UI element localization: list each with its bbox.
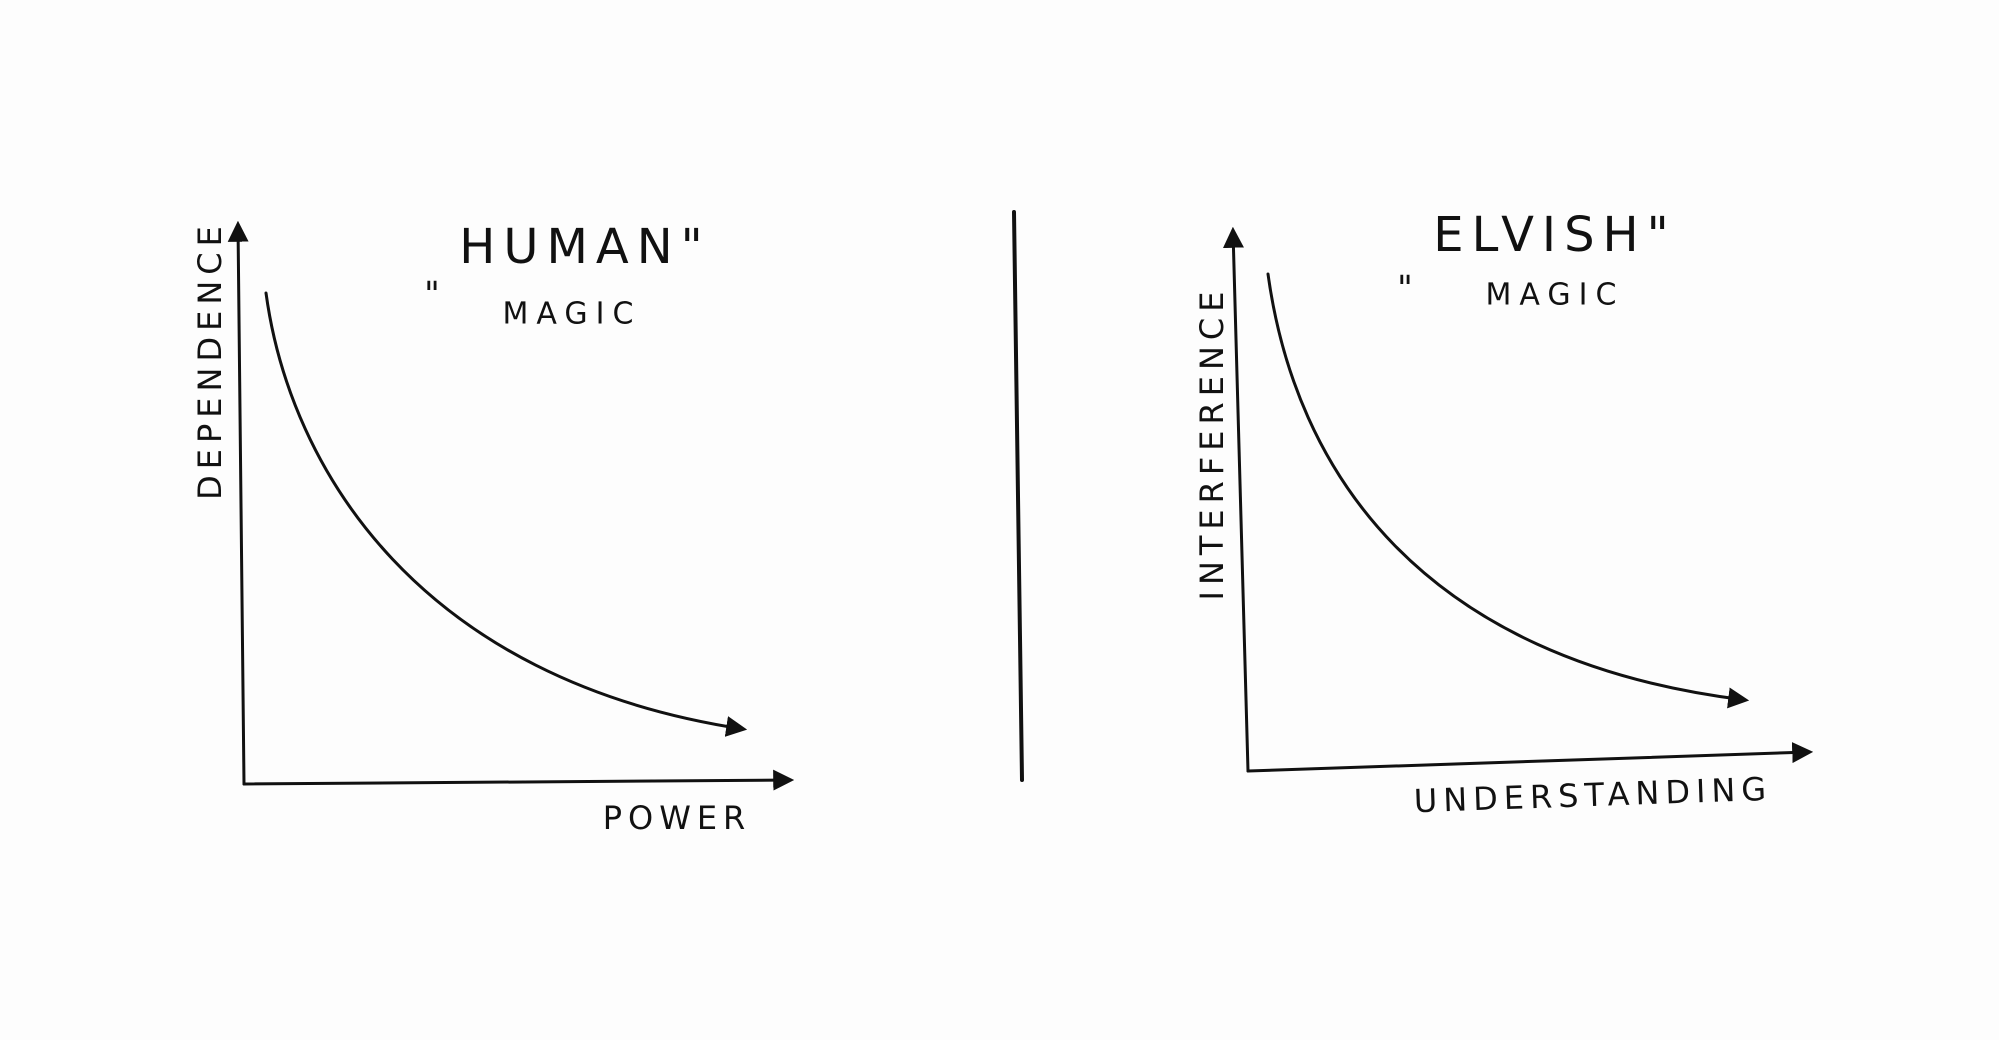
x-axis bbox=[242, 769, 795, 791]
quote-mark: " bbox=[1397, 269, 1413, 309]
y-axis-label: DEPENDENCE bbox=[191, 220, 229, 500]
curve bbox=[264, 291, 748, 737]
left-panel: DEPENDENCE POWER " HUMAN" MAGIC bbox=[191, 219, 795, 837]
x-axis-label: UNDERSTANDING bbox=[1413, 770, 1773, 820]
curve bbox=[1266, 272, 1750, 709]
panel-title: ELVISH" bbox=[1433, 207, 1676, 263]
y-axis bbox=[227, 220, 249, 786]
divider bbox=[1012, 210, 1024, 782]
x-axis-label: POWER bbox=[603, 799, 752, 837]
x-axis bbox=[1246, 742, 1814, 773]
panel-subtitle: MAGIC bbox=[503, 297, 642, 332]
y-axis bbox=[1222, 226, 1250, 773]
quote-mark: " bbox=[424, 275, 440, 315]
y-axis-label: INTERFERENCE bbox=[1193, 286, 1231, 601]
right-panel: INTERFERENCE UNDERSTANDING " ELVISH" MAG… bbox=[1193, 207, 1814, 820]
panel-subtitle: MAGIC bbox=[1486, 278, 1625, 313]
panel-title: HUMAN" bbox=[459, 219, 710, 275]
